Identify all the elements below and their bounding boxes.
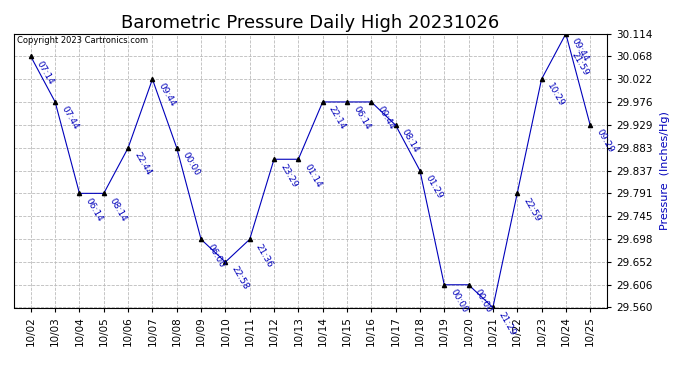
- Text: 06:14: 06:14: [351, 105, 372, 132]
- Text: 07:44: 07:44: [59, 105, 80, 131]
- Text: 06:14: 06:14: [83, 196, 104, 223]
- Text: Copyright 2023 Cartronics.com: Copyright 2023 Cartronics.com: [17, 36, 148, 45]
- Text: 09:44: 09:44: [570, 36, 591, 63]
- Text: 07:14: 07:14: [35, 59, 56, 86]
- Text: 21:36: 21:36: [254, 242, 275, 269]
- Text: 23:29: 23:29: [278, 162, 299, 189]
- Text: 22:58: 22:58: [230, 265, 250, 291]
- Text: 08:14: 08:14: [108, 196, 128, 223]
- Text: 10:29: 10:29: [546, 82, 566, 109]
- Text: 09:44: 09:44: [375, 105, 396, 131]
- Text: 06:00: 06:00: [205, 242, 226, 269]
- Text: 22:59: 22:59: [522, 196, 542, 223]
- Text: 01:14: 01:14: [302, 162, 323, 189]
- Text: 22:44: 22:44: [132, 151, 152, 177]
- Text: 00:00: 00:00: [181, 151, 201, 178]
- Text: 09:44: 09:44: [157, 82, 177, 109]
- Text: 08:14: 08:14: [400, 128, 420, 155]
- Text: 22:14: 22:14: [327, 105, 347, 131]
- Text: 21:29: 21:29: [497, 310, 518, 337]
- Text: 00:00: 00:00: [473, 288, 493, 315]
- Title: Barometric Pressure Daily High 20231026: Barometric Pressure Daily High 20231026: [121, 14, 500, 32]
- Text: 01:29: 01:29: [424, 173, 445, 200]
- Text: 21:59: 21:59: [570, 50, 591, 77]
- Text: 09:29: 09:29: [594, 128, 615, 155]
- Y-axis label: Pressure  (Inches/Hg): Pressure (Inches/Hg): [660, 111, 670, 230]
- Text: 00:00: 00:00: [448, 288, 469, 315]
